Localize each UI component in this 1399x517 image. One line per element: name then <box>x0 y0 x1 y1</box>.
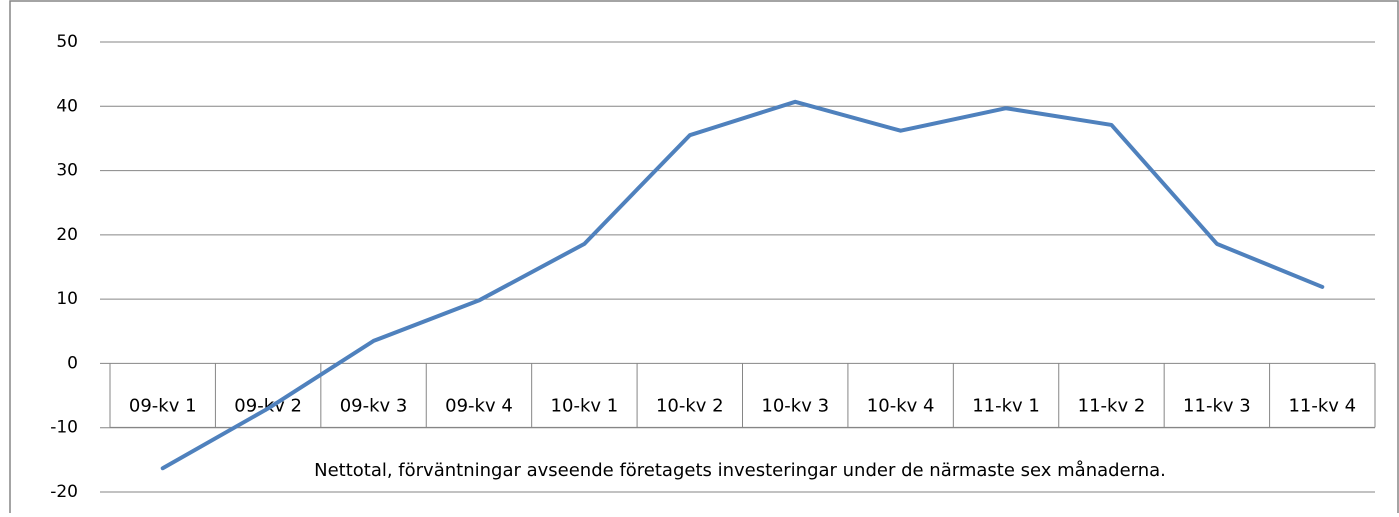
x-tick-label: 10-kv 1 <box>551 395 619 416</box>
x-tick-label: 09-kv 4 <box>445 395 513 416</box>
y-tick-label: 10 <box>56 289 78 309</box>
x-tick-label: 11-kv 2 <box>1078 395 1146 416</box>
x-tick-label: 10-kv 4 <box>867 395 935 416</box>
y-tick-label: -20 <box>50 482 78 502</box>
y-tick-label: 50 <box>56 32 78 52</box>
x-tick-label: 09-kv 2 <box>234 395 302 416</box>
y-tick-label: 40 <box>56 96 78 116</box>
x-tick-label: 10-kv 2 <box>656 395 724 416</box>
y-tick-label: 20 <box>56 225 78 245</box>
annotation: Nettotal, förväntningar avseende företag… <box>314 460 1166 481</box>
x-tick-label: 10-kv 3 <box>761 395 829 416</box>
x-tick-label: 11-kv 4 <box>1288 395 1356 416</box>
x-tick-label: 11-kv 3 <box>1183 395 1251 416</box>
y-tick-label: -10 <box>50 418 78 438</box>
x-tick-label: 11-kv 1 <box>972 395 1040 416</box>
y-tick-label: 0 <box>67 353 78 373</box>
chart-frame <box>9 0 1399 517</box>
line-series <box>160 99 1325 471</box>
x-tick-label: 09-kv 1 <box>129 395 197 416</box>
x-tick-label: 09-kv 3 <box>340 395 408 416</box>
y-tick-label: 30 <box>56 161 78 181</box>
